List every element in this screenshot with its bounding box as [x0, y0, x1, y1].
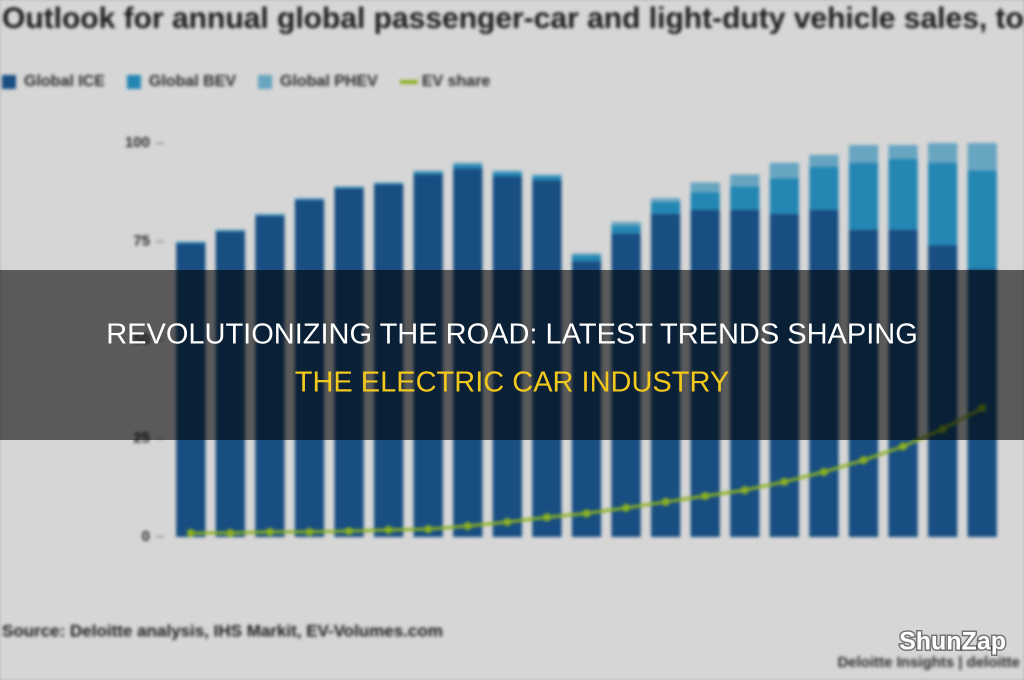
ev-share-point: [424, 525, 433, 534]
ev-share-point: [265, 527, 274, 536]
bar-segment: [215, 230, 245, 232]
chart-title: Outlook for annual global passenger-car …: [2, 2, 1024, 35]
ev-share-point: [186, 529, 195, 538]
bar-segment: [532, 176, 562, 181]
bar-segment: [848, 144, 879, 163]
overlay-title-line2: THE ELECTRIC CAR INDUSTRY: [295, 367, 730, 399]
watermark: ShunZap: [899, 628, 1006, 656]
legend-label: Global ICE: [24, 73, 105, 90]
overlay-title-line1: REVOLUTIONIZING THE ROAD: LATEST TRENDS …: [106, 319, 918, 351]
ev-share-point: [899, 442, 908, 451]
bar-segment: [571, 255, 602, 262]
bar-segment: [294, 198, 325, 201]
ev-share-point: [463, 521, 472, 530]
ev-share-point: [503, 518, 512, 527]
ev-share-point: [384, 525, 393, 534]
ev-share-point: [582, 509, 591, 518]
bar-segment: [967, 170, 997, 270]
legend-swatch: [126, 75, 141, 89]
ev-share-point: [701, 492, 710, 501]
title-band: [0, 270, 1024, 440]
ev-share-point: [740, 486, 749, 495]
ev-share-point: [859, 456, 868, 465]
bar-segment: [809, 154, 839, 167]
bar-segment: [294, 198, 325, 199]
bar-segment: [492, 172, 522, 177]
bar-segment: [255, 214, 285, 216]
bar-segment: [690, 192, 720, 210]
legend-label: EV share: [422, 73, 491, 90]
bar-segment: [611, 225, 641, 234]
bar-segment: [928, 162, 958, 246]
bar-segment: [611, 221, 641, 226]
chart-source: Source: Deloitte analysis, IHS Markit, E…: [2, 621, 443, 640]
chart-credit: Deloitte Insights | deloitte: [837, 654, 1020, 671]
bar-segment: [374, 183, 404, 185]
legend-swatch: [2, 75, 16, 89]
bar-segment: [888, 158, 918, 230]
bar-segment: [413, 170, 443, 173]
bar-segment: [215, 229, 245, 231]
bar-segment: [334, 187, 364, 189]
bar-segment: [374, 182, 404, 184]
bar-segment: [769, 162, 799, 179]
bar-segment: [651, 198, 681, 203]
bar-segment: [255, 213, 285, 215]
bar-segment: [848, 162, 879, 230]
bar-segment: [730, 174, 760, 187]
bar-segment: [571, 253, 602, 256]
ev-share-point: [622, 503, 631, 512]
bar-segment: [651, 202, 681, 214]
bar-segment: [888, 144, 918, 159]
ev-share-point: [226, 529, 235, 538]
bar-segment: [334, 186, 364, 188]
bar-segment: [176, 241, 206, 243]
bar-segment: [413, 172, 443, 175]
y-tick-label: 100: [125, 134, 150, 151]
bar-segment: [928, 143, 958, 163]
y-tick-label: 75: [133, 232, 150, 249]
bar-segment: [690, 182, 720, 193]
bar-segment: [730, 186, 760, 210]
bar-segment: [809, 166, 839, 210]
y-tick-label: 0: [142, 528, 150, 545]
bar-segment: [532, 174, 562, 177]
legend-label: Global PHEV: [280, 73, 378, 90]
bar-segment: [492, 170, 522, 173]
legend-label: Global BEV: [149, 73, 236, 90]
bar-segment: [176, 242, 206, 244]
ev-share-point: [661, 497, 670, 506]
ev-share-point: [780, 477, 789, 486]
ev-share-point: [345, 527, 354, 536]
bar-segment: [453, 162, 483, 165]
ev-share-point: [305, 527, 314, 536]
bar-segment: [967, 143, 997, 171]
ev-share-point: [542, 513, 551, 522]
bar-segment: [769, 178, 799, 214]
ev-share-point: [819, 467, 828, 476]
bar-segment: [453, 164, 483, 169]
legend-swatch: [258, 75, 273, 89]
